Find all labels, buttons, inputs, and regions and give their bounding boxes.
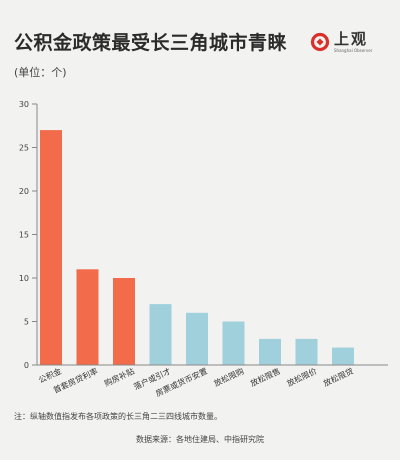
x-tick-label: 放松限购: [212, 366, 245, 389]
y-tick-label: 5: [24, 318, 29, 327]
bar: [295, 338, 318, 365]
logo-name: 上观: [334, 30, 369, 48]
y-tick-label: 10: [19, 274, 29, 283]
x-tick-label: 放松限贷: [322, 366, 355, 389]
bar: [186, 312, 208, 365]
footnote: 注：纵轴数值指发布各项政策的长三角二三四线城市数量。: [14, 412, 222, 421]
y-tick-label: 15: [19, 231, 29, 240]
x-tick-label: 购房补贴: [103, 366, 136, 389]
bar: [222, 321, 245, 365]
y-tick-label: 25: [19, 144, 29, 153]
y-tick-label: 20: [19, 187, 29, 196]
x-tick-label: 放松限价: [285, 366, 318, 389]
logo-subtitle: Shanghai Observer: [334, 48, 373, 53]
y-tick-label: 0: [24, 361, 29, 370]
bar: [76, 269, 99, 365]
data-source: 数据来源：各地住建局、中指研究院: [136, 435, 264, 444]
bar: [332, 347, 354, 365]
x-tick-label: 放松限售: [249, 366, 282, 389]
unit-label: (单位：个): [14, 66, 67, 79]
bar: [259, 338, 281, 365]
y-tick-label: 30: [19, 100, 29, 109]
bar: [149, 304, 172, 365]
brand-logo: 上观 Shanghai Observer: [310, 32, 372, 53]
bar: [40, 130, 62, 365]
shangguan-logo-icon: [310, 32, 330, 52]
bar: [113, 278, 135, 365]
chart-title: 公积金政策最受长三角城市青睐: [14, 32, 288, 54]
x-tick-label: 公积金: [37, 366, 63, 385]
